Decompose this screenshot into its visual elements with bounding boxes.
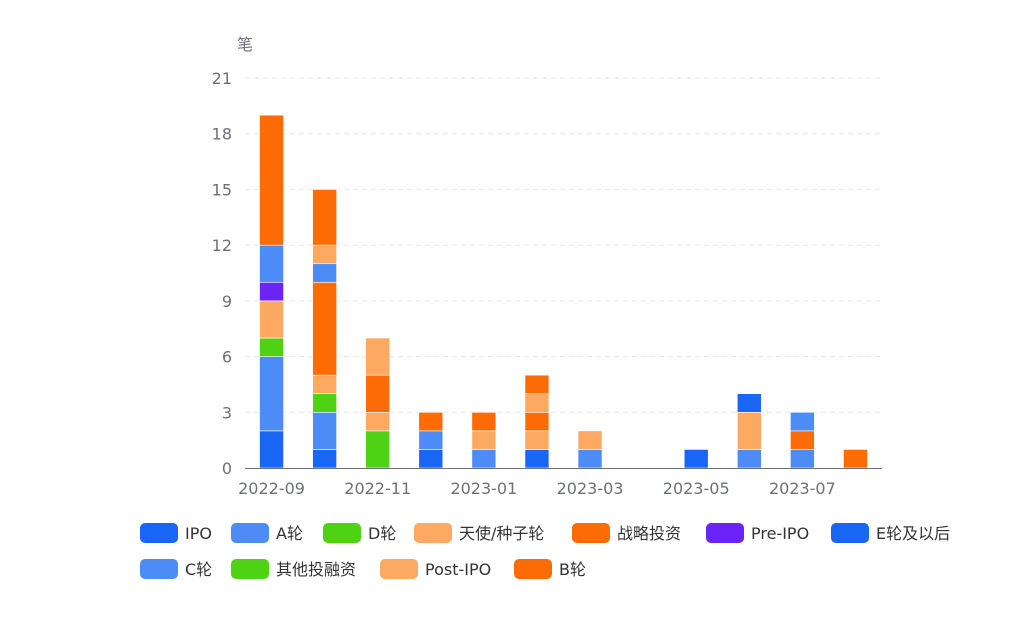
bar-segment[interactable] bbox=[736, 449, 762, 469]
legend-label: 战略投资 bbox=[617, 524, 681, 543]
bar-segment[interactable] bbox=[312, 374, 337, 395]
legend-item[interactable]: 其他投融资 bbox=[231, 559, 356, 579]
bar-segment[interactable] bbox=[683, 449, 709, 469]
bar-segment[interactable] bbox=[736, 411, 762, 450]
bar-segment[interactable] bbox=[790, 449, 815, 469]
legend-label: A轮 bbox=[276, 524, 303, 543]
bar-segment[interactable] bbox=[418, 411, 444, 432]
legend-item[interactable]: E轮及以后 bbox=[831, 523, 950, 543]
bar-segment[interactable] bbox=[418, 430, 444, 450]
bar-segment[interactable] bbox=[577, 430, 603, 450]
bar-segment[interactable] bbox=[790, 430, 815, 450]
bars bbox=[259, 114, 868, 469]
legend: IPO A轮 D轮 天使/种子轮 战略投资 Pre-IPO E轮及以后 C轮 其他投融资 Post… bbox=[140, 523, 950, 579]
x-tick-label: 2023-01 bbox=[450, 479, 517, 498]
legend-item[interactable]: IPO bbox=[140, 523, 212, 543]
bar-segment[interactable] bbox=[312, 411, 337, 450]
legend-label: 其他投融资 bbox=[276, 560, 356, 579]
y-tick-label: 9 bbox=[222, 292, 232, 311]
bar-segment[interactable] bbox=[790, 411, 815, 432]
bar-segment[interactable] bbox=[524, 449, 550, 469]
bar-segment[interactable] bbox=[259, 114, 284, 246]
bar-segment[interactable] bbox=[418, 449, 444, 469]
legend-item[interactable]: C轮 bbox=[140, 559, 212, 579]
y-tick-label: 18 bbox=[212, 125, 232, 144]
y-tick-label: 6 bbox=[222, 348, 232, 367]
legend-swatch bbox=[231, 523, 269, 543]
bar-segment[interactable] bbox=[259, 430, 284, 469]
legend-label: 天使/种子轮 bbox=[459, 524, 544, 543]
legend-swatch bbox=[706, 523, 744, 543]
legend-item[interactable]: Pre-IPO bbox=[706, 523, 809, 543]
bar-segment[interactable] bbox=[259, 300, 284, 339]
bar-segment[interactable] bbox=[471, 449, 497, 469]
y-axis-unit: 笔 bbox=[237, 35, 253, 54]
legend-swatch bbox=[572, 523, 610, 543]
bar-segment[interactable] bbox=[736, 393, 762, 413]
legend-item[interactable]: 天使/种子轮 bbox=[414, 523, 544, 543]
legend-swatch bbox=[514, 559, 552, 579]
legend-label: E轮及以后 bbox=[876, 524, 950, 543]
bar-segment[interactable] bbox=[524, 411, 550, 432]
legend-label: Pre-IPO bbox=[751, 524, 809, 543]
x-tick-label: 2022-09 bbox=[238, 479, 305, 498]
legend-swatch bbox=[231, 559, 269, 579]
bar-segment[interactable] bbox=[471, 430, 497, 450]
legend-swatch bbox=[140, 523, 178, 543]
bar-segment[interactable] bbox=[259, 356, 284, 432]
bar-segment[interactable] bbox=[577, 449, 603, 469]
bar-segment[interactable] bbox=[365, 411, 391, 432]
legend-swatch bbox=[831, 523, 869, 543]
bar-segment[interactable] bbox=[312, 244, 337, 265]
bar-segment[interactable] bbox=[365, 430, 391, 469]
axes: 0 3 6 9 12 15 18 21 笔 2022-09 2022-11 2023-01 2023-0… bbox=[212, 35, 882, 498]
x-tick-label: 2023-03 bbox=[557, 479, 624, 498]
legend-item[interactable]: Post-IPO bbox=[380, 559, 491, 579]
bar-segment[interactable] bbox=[365, 374, 391, 413]
bar-segment[interactable] bbox=[259, 281, 284, 302]
bar-segment[interactable] bbox=[312, 263, 337, 283]
bar-segment[interactable] bbox=[524, 430, 550, 450]
bar-segment[interactable] bbox=[259, 244, 284, 283]
legend-label: IPO bbox=[185, 524, 212, 543]
y-tick-label: 12 bbox=[212, 236, 232, 255]
legend-swatch bbox=[323, 523, 361, 543]
legend-item[interactable]: B轮 bbox=[514, 559, 586, 579]
bar-segment[interactable] bbox=[471, 411, 497, 432]
legend-label: C轮 bbox=[185, 560, 212, 579]
legend-item[interactable]: D轮 bbox=[323, 523, 396, 543]
legend-swatch bbox=[380, 559, 418, 579]
bar-segment[interactable] bbox=[843, 449, 868, 469]
y-tick-label: 15 bbox=[212, 180, 232, 199]
grid-lines bbox=[245, 77, 882, 413]
bar-segment[interactable] bbox=[524, 393, 550, 413]
bar-segment[interactable] bbox=[365, 337, 391, 376]
bar-segment[interactable] bbox=[312, 449, 337, 469]
legend-item[interactable]: 战略投资 bbox=[572, 523, 681, 543]
bar-segment[interactable] bbox=[312, 189, 337, 246]
legend-swatch bbox=[414, 523, 452, 543]
bar-segment[interactable] bbox=[524, 374, 550, 395]
legend-swatch bbox=[140, 559, 178, 579]
y-tick-label: 3 bbox=[222, 403, 232, 422]
x-tick-label: 2022-11 bbox=[344, 479, 411, 498]
legend-label: D轮 bbox=[368, 524, 396, 543]
bar-segment[interactable] bbox=[312, 393, 337, 413]
y-tick-label: 0 bbox=[222, 459, 232, 478]
legend-label: Post-IPO bbox=[425, 560, 491, 579]
x-tick-label: 2023-07 bbox=[769, 479, 836, 498]
bar-segment[interactable] bbox=[312, 281, 337, 376]
legend-label: B轮 bbox=[559, 560, 586, 579]
y-tick-label: 21 bbox=[212, 69, 232, 88]
bar-segment[interactable] bbox=[259, 337, 284, 357]
legend-item[interactable]: A轮 bbox=[231, 523, 303, 543]
x-tick-label: 2023-05 bbox=[663, 479, 730, 498]
